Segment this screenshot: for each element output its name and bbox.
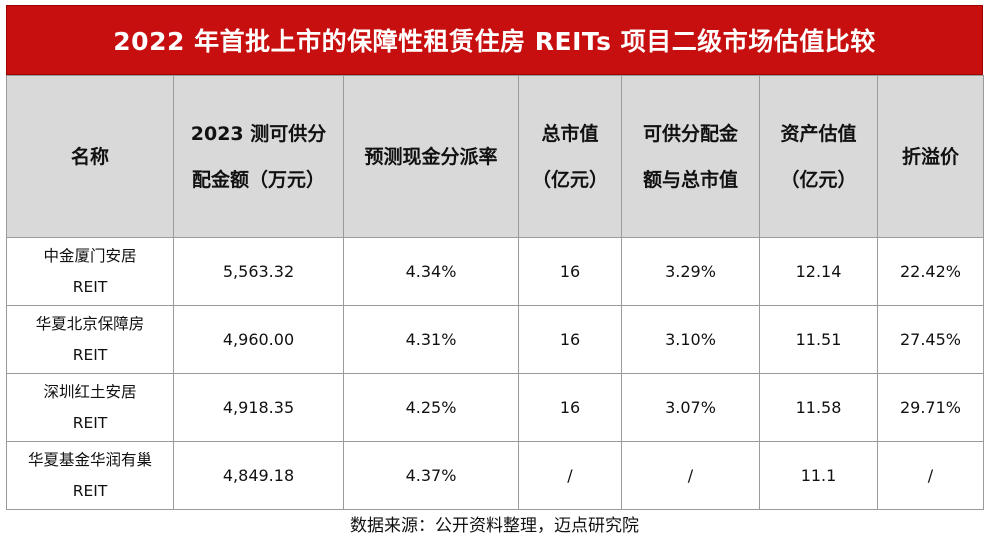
cell-market-cap: 16 — [518, 305, 622, 374]
cell-distributable: 4,918.35 — [173, 373, 344, 442]
cell-name: 中金厦门安居 REIT — [6, 237, 174, 306]
header-premium: 折溢价 — [877, 75, 984, 238]
cell-premium: 27.45% — [877, 305, 984, 374]
header-distributable: 2023 测可供分 配金额（万元） — [173, 75, 344, 238]
header-dividend-rate: 预测现金分派率 — [343, 75, 519, 238]
cell-dividend-rate: 4.37% — [343, 441, 519, 510]
table-row: 深圳红土安居 REIT 4,918.35 4.25% 16 3.07% 11.58… — [6, 373, 984, 442]
cell-valuation: 11.51 — [759, 305, 878, 374]
header-market-cap: 总市值 （亿元） — [518, 75, 622, 238]
cell-market-cap: / — [518, 441, 622, 510]
table-row: 华夏基金华润有巢 REIT 4,849.18 4.37% / / 11.1 / — [6, 441, 984, 510]
header-name: 名称 — [6, 75, 174, 238]
cell-premium: 22.42% — [877, 237, 984, 306]
cell-market-cap: 16 — [518, 373, 622, 442]
cell-dividend-rate: 4.25% — [343, 373, 519, 442]
cell-ratio: / — [621, 441, 760, 510]
header-ratio: 可供分配金 额与总市值 — [621, 75, 760, 238]
cell-distributable: 4,849.18 — [173, 441, 344, 510]
cell-distributable: 4,960.00 — [173, 305, 344, 374]
cell-name: 深圳红土安居 REIT — [6, 373, 174, 442]
header-row: 名称 2023 测可供分 配金额（万元） 预测现金分派率 总市值 （亿元） 可供分配… — [6, 75, 984, 238]
cell-ratio: 3.07% — [621, 373, 760, 442]
cell-dividend-rate: 4.34% — [343, 237, 519, 306]
cell-premium: / — [877, 441, 984, 510]
header-valuation: 资产估值 （亿元） — [759, 75, 878, 238]
data-source-note: 数据来源：公开资料整理，迈点研究院 — [350, 516, 639, 536]
cell-valuation: 11.1 — [759, 441, 878, 510]
comparison-table-figure: 2022 年首批上市的保障性租赁住房 REITs 项目二级市场估值比较 名称 2… — [6, 5, 984, 510]
cell-valuation: 12.14 — [759, 237, 878, 306]
table-title: 2022 年首批上市的保障性租赁住房 REITs 项目二级市场估值比较 — [6, 5, 983, 75]
cell-ratio: 3.29% — [621, 237, 760, 306]
cell-ratio: 3.10% — [621, 305, 760, 374]
cell-name: 华夏北京保障房 REIT — [6, 305, 174, 374]
reits-valuation-table: 名称 2023 测可供分 配金额（万元） 预测现金分派率 总市值 （亿元） 可供分配… — [6, 75, 984, 510]
cell-distributable: 5,563.32 — [173, 237, 344, 306]
table-row: 华夏北京保障房 REIT 4,960.00 4.31% 16 3.10% 11.5… — [6, 305, 984, 374]
cell-name: 华夏基金华润有巢 REIT — [6, 441, 174, 510]
cell-valuation: 11.58 — [759, 373, 878, 442]
table-row: 中金厦门安居 REIT 5,563.32 4.34% 16 3.29% 12.14… — [6, 237, 984, 306]
cell-market-cap: 16 — [518, 237, 622, 306]
cell-dividend-rate: 4.31% — [343, 305, 519, 374]
cell-premium: 29.71% — [877, 373, 984, 442]
